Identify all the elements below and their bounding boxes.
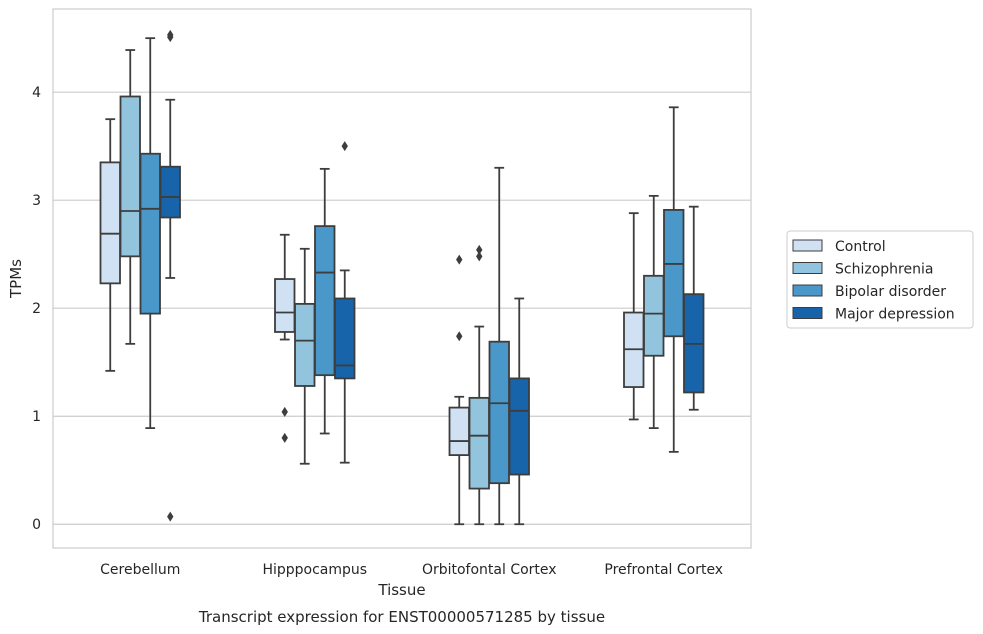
box-group <box>448 254 470 526</box>
chart-caption: Transcript expression for ENST0000057128… <box>198 608 605 626</box>
x-tick-label: Prefrontal Cortex <box>604 562 723 578</box>
box <box>274 278 296 333</box>
box-group <box>314 167 336 435</box>
x-tick-labels: Cerebellum Hipppocampus Orbitofontal Corte… <box>100 562 723 578</box>
y-tick-label: 4 <box>32 85 41 101</box>
legend-label: Control <box>835 239 886 255</box>
outlier-point <box>281 406 288 417</box>
legend: Control Schizophrenia Bipolar disorder Majo… <box>786 230 974 329</box>
plot-frame <box>52 8 752 549</box>
box-group <box>643 194 665 430</box>
y-tick-label: 3 <box>32 193 41 209</box>
x-tick-label: Orbitofontal Cortex <box>422 562 557 578</box>
box-group <box>294 247 316 465</box>
box-group <box>488 166 510 526</box>
outlier-point <box>167 32 174 43</box>
y-tick-label: 1 <box>32 409 41 425</box>
box-group <box>663 106 685 453</box>
outlier-point <box>281 432 288 443</box>
box-group <box>508 297 530 526</box>
box-group <box>159 29 181 522</box>
box-group <box>334 141 356 464</box>
outlier-point <box>476 251 483 262</box>
outlier-point <box>476 244 483 255</box>
box-groups <box>99 29 705 526</box>
outlier-point <box>341 141 348 152</box>
box-group <box>274 233 296 443</box>
box <box>663 209 685 338</box>
y-axis-title: TPMs <box>7 259 25 299</box>
legend-swatch <box>792 262 823 274</box>
legend-swatch <box>792 284 823 297</box>
box <box>119 95 141 258</box>
legend-frame <box>786 230 974 329</box>
x-tick-label: Hipppocampus <box>262 562 367 578</box>
legend-label: Schizophrenia <box>835 262 933 278</box>
box <box>294 302 316 387</box>
box-group <box>119 49 141 345</box>
box <box>159 165 181 219</box>
box-group <box>623 212 645 421</box>
box-group <box>139 37 161 430</box>
legend-swatch <box>792 307 823 319</box>
box <box>643 274 665 357</box>
x-axis-title: Tissue <box>377 581 425 599</box>
y-tick-label: 0 <box>32 517 41 533</box>
box <box>334 297 356 380</box>
box <box>99 161 121 285</box>
outlier-point <box>456 331 463 342</box>
x-tick-label: Cerebellum <box>100 562 180 578</box>
legend-swatch <box>792 239 823 252</box>
box-group <box>468 244 490 526</box>
box <box>468 396 490 490</box>
legend-label: Major depression <box>835 307 955 323</box>
box <box>508 377 530 476</box>
box-group <box>99 118 121 372</box>
box <box>448 406 470 457</box>
outlier-point <box>456 254 463 265</box>
outlier-point <box>167 511 174 522</box>
y-tick-labels: 0 1 2 3 4 <box>32 85 41 533</box>
box <box>488 340 510 485</box>
box <box>139 152 161 315</box>
box <box>314 225 336 377</box>
box-group <box>683 205 705 411</box>
legend-label: Bipolar disorder <box>835 284 946 300</box>
y-tick-label: 2 <box>32 301 41 317</box>
